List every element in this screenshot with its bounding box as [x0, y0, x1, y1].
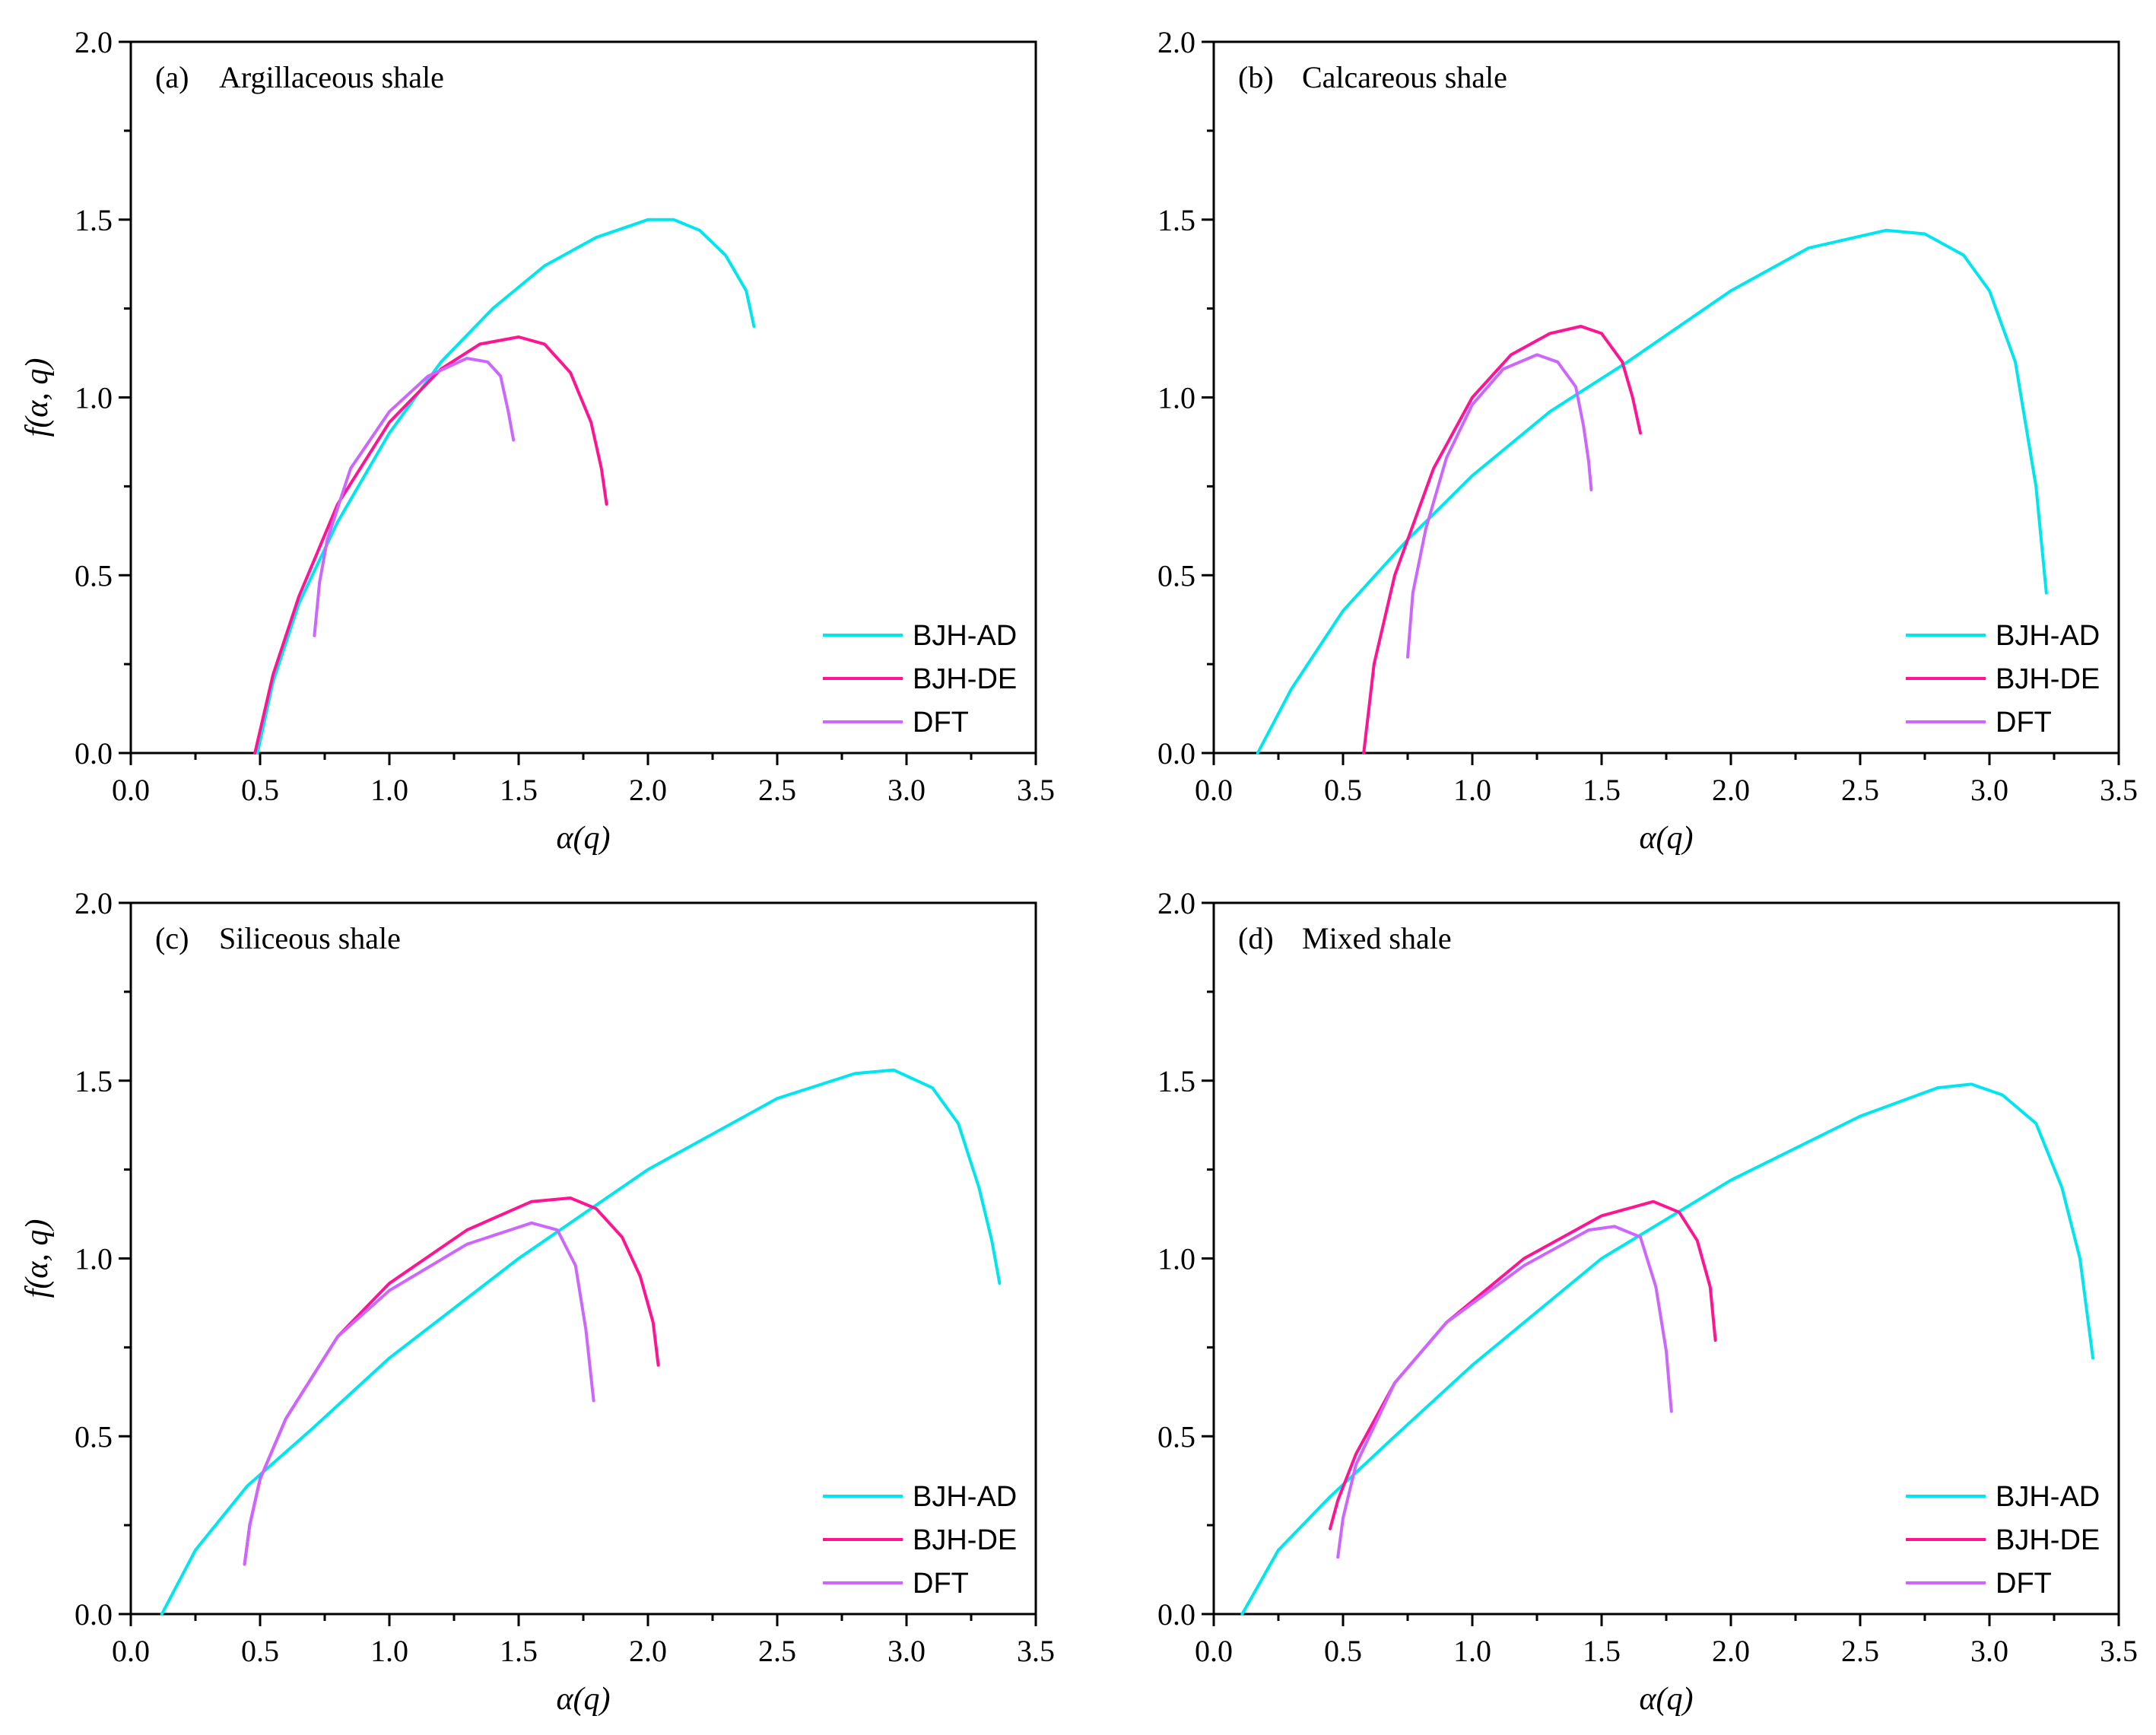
panel-c: 0.0 0.5 1.0 1.5 2.0 2.5 3.0 3.5 0.0 0.5 1.0 1.5 2.0 α…	[20, 886, 1055, 1717]
panel-a: 0.0 0.5 1.0 1.5 2.0 2.5 3.0 3.5 0.0 0.5 1.0 1.5 2.0 α…	[20, 25, 1055, 856]
panel-label: (d)	[1238, 921, 1274, 955]
panel-title: Argillaceous shale	[219, 60, 444, 94]
y-tick-label: 1.5	[75, 1064, 113, 1098]
x-tick-label: 3.0	[1970, 773, 2008, 807]
y-tick-label: 2.0	[75, 25, 113, 59]
x-tick-label: 0.0	[1195, 1634, 1233, 1668]
x-tick-label: 2.5	[758, 773, 796, 807]
x-tick-label: 3.0	[887, 773, 926, 807]
series-line-bjh-de	[1329, 1200, 1717, 1530]
legend-label: DFT	[1996, 1568, 2052, 1600]
legend-label: BJH-DE	[1996, 663, 2100, 695]
panel-label: (a)	[155, 60, 189, 94]
x-tick-label: 2.5	[1841, 773, 1879, 807]
series-line-bjh-ad	[1256, 228, 2048, 755]
series-line-dft	[1406, 353, 1593, 659]
y-tick-label: 2.0	[1157, 886, 1195, 920]
x-tick-label: 3.5	[2100, 1634, 2138, 1668]
panel-title: Mixed shale	[1302, 921, 1452, 955]
y-tick-label: 0.0	[75, 1597, 113, 1632]
legend-label: BJH-AD	[913, 620, 1017, 652]
x-axis-title: α(q)	[556, 821, 610, 856]
series-line-bjh-de	[253, 335, 608, 755]
y-tick-label: 0.0	[1157, 736, 1195, 771]
x-tick-label: 0.5	[1324, 773, 1362, 807]
y-tick-label: 1.0	[1157, 1242, 1195, 1276]
x-tick-label: 2.0	[1712, 1634, 1750, 1668]
x-tick-label: 1.5	[1583, 1634, 1621, 1668]
x-axis-title: α(q)	[1639, 821, 1693, 856]
plot-frame	[1212, 40, 2120, 755]
legend-label: DFT	[913, 707, 969, 739]
x-axis-title: α(q)	[556, 1682, 610, 1717]
series-line-bjh-ad	[160, 1068, 1002, 1616]
series-line-bjh-ad	[256, 218, 756, 755]
x-tick-label: 0.0	[112, 773, 150, 807]
y-tick-label: 1.0	[1157, 381, 1195, 415]
y-tick-label: 0.5	[1157, 1419, 1195, 1454]
x-tick-label: 2.5	[1841, 1634, 1879, 1668]
legend-label: DFT	[913, 1568, 969, 1600]
y-axis-title: f(α, q)	[20, 358, 55, 437]
x-tick-label: 1.5	[500, 1634, 538, 1668]
y-tick-label: 1.5	[1157, 1064, 1195, 1098]
series-line-bjh-ad	[1240, 1082, 2094, 1616]
x-tick-label: 3.5	[1017, 1634, 1055, 1668]
series-line-dft	[1336, 1225, 1673, 1559]
x-axis-title: α(q)	[1639, 1682, 1693, 1717]
y-tick-label: 0.5	[75, 558, 113, 593]
x-tick-label: 2.5	[758, 1634, 796, 1668]
y-tick-label: 2.0	[75, 886, 113, 920]
y-tick-label: 1.0	[75, 381, 113, 415]
panel-label: (b)	[1238, 60, 1274, 94]
series-line-dft	[313, 357, 516, 637]
legend-label: BJH-DE	[1996, 1524, 2100, 1556]
plot-frame	[129, 40, 1037, 755]
y-axis-title: f(α, q)	[20, 1219, 55, 1298]
x-tick-label: 0.0	[1195, 773, 1233, 807]
x-tick-label: 1.0	[370, 773, 408, 807]
legend-label: BJH-AD	[913, 1481, 1017, 1513]
x-tick-label: 2.0	[629, 773, 667, 807]
y-tick-label: 2.0	[1157, 25, 1195, 59]
y-tick-label: 0.5	[75, 1419, 113, 1454]
panel-b: 0.0 0.5 1.0 1.5 2.0 2.5 3.0 3.5 0.0 0.5 1.0 1.5 2.0 α…	[1157, 25, 2138, 856]
x-tick-label: 1.0	[370, 1634, 408, 1668]
legend-label: BJH-AD	[1996, 1481, 2100, 1513]
x-tick-label: 1.0	[1453, 773, 1491, 807]
x-tick-label: 0.5	[1324, 1634, 1362, 1668]
x-tick-label: 1.0	[1453, 1634, 1491, 1668]
x-tick-label: 1.5	[1583, 773, 1621, 807]
y-tick-label: 0.0	[75, 736, 113, 771]
panel-title: Siliceous shale	[219, 921, 401, 955]
legend-label: DFT	[1996, 707, 2052, 739]
x-tick-label: 3.5	[2100, 773, 2138, 807]
x-tick-label: 2.0	[1712, 773, 1750, 807]
legend-label: BJH-AD	[1996, 620, 2100, 652]
plot-frame	[129, 901, 1037, 1616]
x-tick-label: 2.0	[629, 1634, 667, 1668]
x-tick-label: 0.5	[241, 773, 279, 807]
y-tick-label: 1.0	[75, 1242, 113, 1276]
panel-title: Calcareous shale	[1302, 60, 1507, 94]
panel-d: 0.0 0.5 1.0 1.5 2.0 2.5 3.0 3.5 0.0 0.5 1.0 1.5 2.0 α…	[1157, 886, 2138, 1717]
x-tick-label: 0.5	[241, 1634, 279, 1668]
x-tick-label: 3.0	[1970, 1634, 2008, 1668]
legend-label: BJH-DE	[913, 1524, 1017, 1556]
x-tick-label: 0.0	[112, 1634, 150, 1668]
plot-frame	[1212, 901, 2120, 1616]
y-tick-label: 0.0	[1157, 1597, 1195, 1632]
x-tick-label: 3.5	[1017, 773, 1055, 807]
x-tick-label: 3.0	[887, 1634, 926, 1668]
panel-label: (c)	[155, 921, 189, 955]
series-line-dft	[243, 1221, 595, 1566]
legend-label: BJH-DE	[913, 663, 1017, 695]
series-line-bjh-de	[1362, 325, 1642, 755]
x-tick-label: 1.5	[500, 773, 538, 807]
y-tick-label: 1.5	[75, 203, 113, 237]
y-tick-label: 1.5	[1157, 203, 1195, 237]
y-tick-label: 0.5	[1157, 558, 1195, 593]
